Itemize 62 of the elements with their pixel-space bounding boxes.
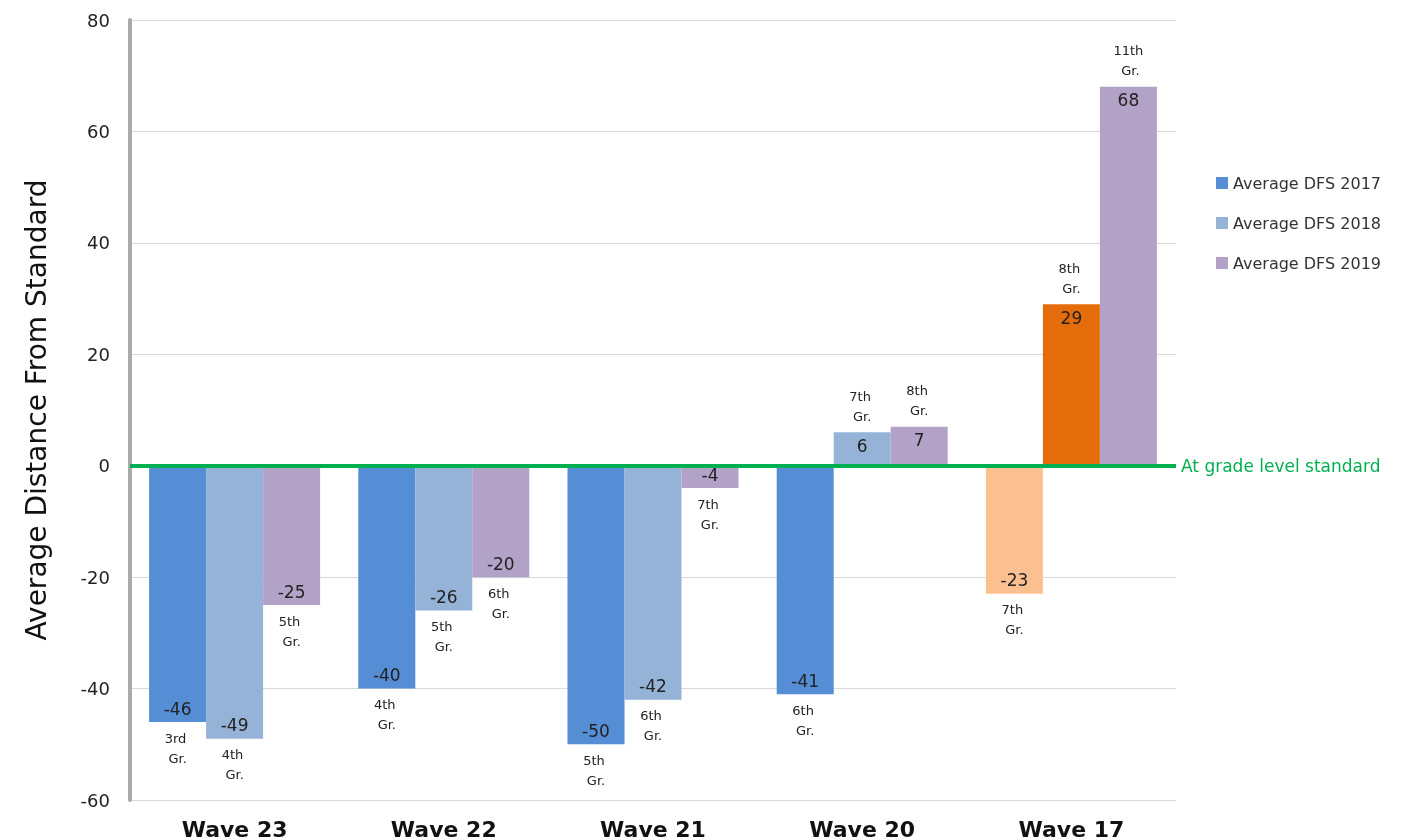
legend-label: Average DFS 2018 <box>1233 213 1382 233</box>
annotation: 3rd Gr. <box>164 730 191 766</box>
x-tick-label: Wave 23 <box>181 816 288 840</box>
bar <box>1099 86 1157 466</box>
data-label: 68 <box>1117 90 1140 111</box>
annotation: 8th Gr. <box>906 383 933 419</box>
legend-label: Average DFS 2019 <box>1233 253 1382 273</box>
ref-line-label: At grade level standard <box>1181 455 1381 476</box>
y-axis-title: Average Distance From Standard <box>19 179 53 641</box>
bar <box>776 465 834 695</box>
data-label: 7 <box>913 430 925 451</box>
annotation: 5th Gr. <box>583 752 609 788</box>
bar <box>263 465 321 605</box>
bar <box>985 465 1043 594</box>
y-tick-label: 40 <box>87 232 110 254</box>
x-tick-label: Wave 20 <box>809 816 916 840</box>
y-tick-label: 60 <box>87 120 110 142</box>
bar <box>1042 304 1100 466</box>
y-tick-label: 0 <box>98 455 110 477</box>
y-tick-label: 20 <box>87 343 110 365</box>
data-label: -50 <box>582 720 610 741</box>
bar <box>472 465 530 578</box>
annotation: 6th Gr. <box>792 702 819 738</box>
data-label: -20 <box>486 553 515 574</box>
annotation: 6th Gr. <box>640 708 666 744</box>
data-label: -25 <box>277 581 306 602</box>
x-tick-label: Wave 21 <box>600 816 706 840</box>
data-label: -49 <box>220 715 249 736</box>
annotation: 4th Gr. <box>373 697 400 733</box>
annotation: 5th Gr. <box>430 619 457 655</box>
annotation: 7th Gr. <box>849 388 876 424</box>
data-label: -26 <box>429 587 458 608</box>
y-tick-label: -20 <box>80 566 110 588</box>
data-label: -42 <box>639 676 667 697</box>
bar <box>358 465 416 689</box>
x-tick-label: Wave 17 <box>1018 816 1125 840</box>
annotation: 6th Gr. <box>487 585 514 621</box>
y-tick-label: 80 <box>87 9 110 31</box>
bar <box>149 465 207 722</box>
bar <box>833 432 891 466</box>
data-label: -41 <box>791 670 820 691</box>
data-label: -46 <box>163 698 192 719</box>
data-label: 6 <box>856 435 868 456</box>
legend-label: Average DFS 2017 <box>1233 173 1382 193</box>
annotation: 4th Gr. <box>221 747 248 783</box>
x-tick-label: Wave 22 <box>390 816 497 840</box>
data-label: -23 <box>1000 570 1029 591</box>
bar <box>567 465 625 745</box>
annotation: 7th Gr. <box>697 496 723 532</box>
annotation: 8th Gr. <box>1058 260 1085 296</box>
y-tick-label: -40 <box>80 678 110 700</box>
data-label: -4 <box>701 464 719 485</box>
annotation: 11th Gr. <box>1113 43 1144 79</box>
annotation: 7th Gr. <box>1001 602 1028 638</box>
bar <box>890 426 948 466</box>
y-tick-label: -60 <box>80 789 110 811</box>
bar <box>624 465 682 700</box>
bar <box>415 465 473 611</box>
data-label: 29 <box>1060 307 1083 328</box>
bar <box>206 465 264 739</box>
data-label: -40 <box>372 665 401 686</box>
annotation: 5th Gr. <box>278 613 305 649</box>
